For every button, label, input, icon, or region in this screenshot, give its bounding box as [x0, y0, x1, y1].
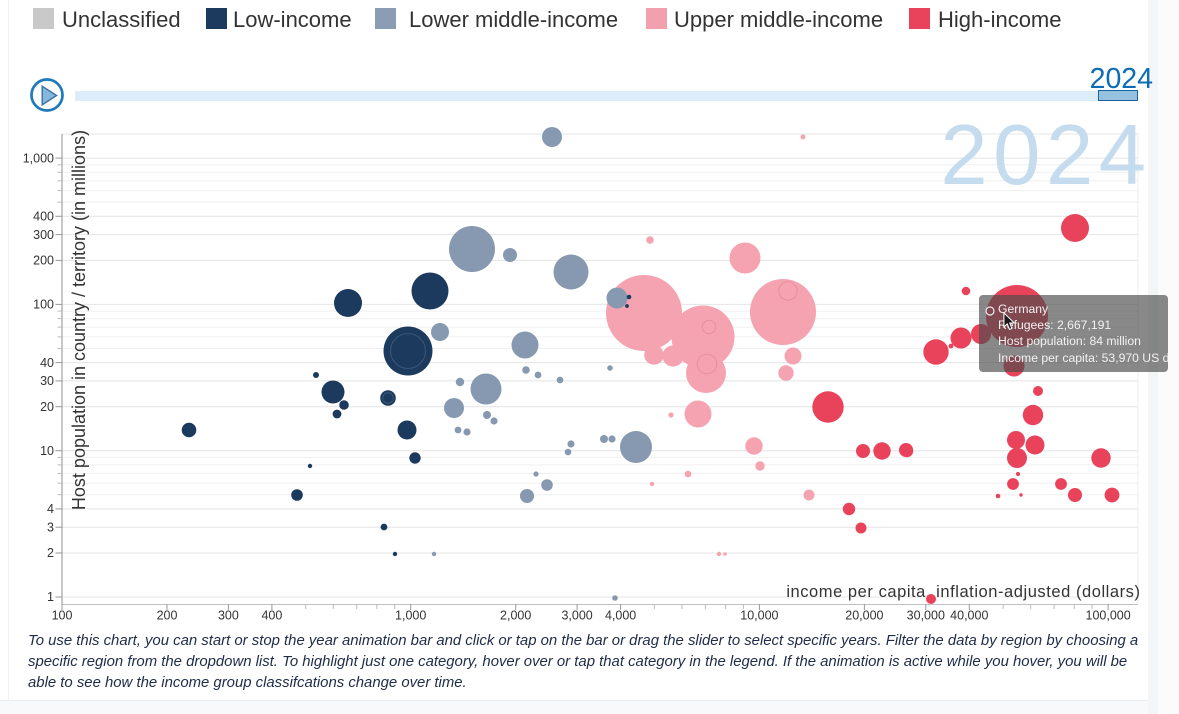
svg-text:200: 200	[33, 254, 54, 268]
svg-text:2,000: 2,000	[500, 609, 531, 623]
svg-text:3: 3	[47, 520, 54, 534]
svg-text:400: 400	[261, 609, 282, 623]
svg-text:20,000: 20,000	[845, 609, 883, 623]
svg-text:300: 300	[218, 609, 239, 623]
svg-text:income per capita, inflation-a: income per capita, inflation-adjusted (d…	[786, 583, 1140, 601]
svg-text:1,000: 1,000	[395, 609, 426, 623]
svg-text:100: 100	[52, 609, 73, 623]
svg-text:10,000: 10,000	[740, 609, 778, 623]
svg-text:400: 400	[33, 210, 54, 224]
svg-text:4,000: 4,000	[605, 609, 636, 623]
svg-text:40: 40	[40, 356, 54, 370]
svg-text:20: 20	[40, 400, 54, 414]
svg-text:4: 4	[47, 502, 54, 516]
svg-text:30: 30	[40, 374, 54, 388]
svg-text:40,000: 40,000	[950, 609, 988, 623]
svg-text:30,000: 30,000	[907, 609, 945, 623]
svg-text:3,000: 3,000	[561, 609, 592, 623]
svg-text:Host population in country / t: Host population in country / territory (…	[69, 130, 89, 510]
svg-text:200: 200	[157, 609, 178, 623]
svg-text:10: 10	[40, 444, 54, 458]
svg-text:1: 1	[47, 590, 54, 604]
svg-text:300: 300	[33, 228, 54, 242]
svg-text:2: 2	[47, 546, 54, 560]
svg-text:2024: 2024	[940, 108, 1151, 203]
svg-text:100,000: 100,000	[1086, 609, 1131, 623]
svg-text:1,000: 1,000	[23, 151, 54, 165]
svg-text:100: 100	[33, 298, 54, 312]
